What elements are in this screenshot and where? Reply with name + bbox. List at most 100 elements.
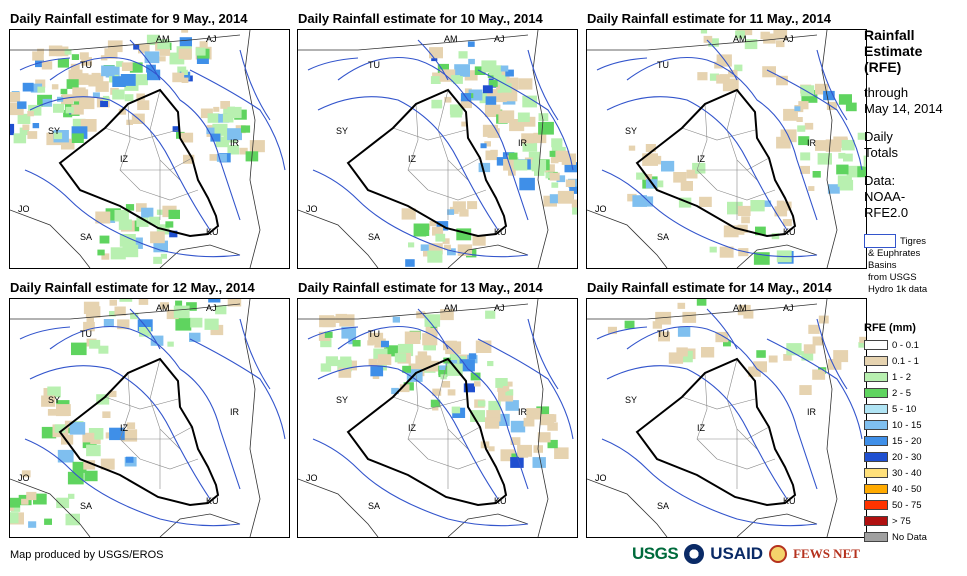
rainfall-cell: [147, 69, 161, 81]
rainfall-cell: [435, 233, 446, 242]
rainfall-cell: [510, 420, 526, 433]
legend-item: 50 - 75: [864, 499, 922, 511]
country-border: [587, 303, 818, 320]
rainfall-cell: [108, 390, 117, 398]
rainfall-cell: [500, 83, 512, 93]
rainfall-cell: [56, 46, 69, 57]
country-label: SA: [657, 501, 669, 511]
legend-swatch: [864, 356, 888, 366]
rainfall-cell: [838, 152, 846, 159]
rainfall-cell: [65, 106, 74, 114]
rainfall-cell: [41, 426, 57, 439]
rainfall-cell: [373, 348, 388, 360]
admin-boundary: [427, 189, 487, 201]
rainfall-cell: [750, 200, 765, 212]
country-label: SA: [80, 501, 92, 511]
rainfall-map-may-14: TU AM AJ SY IZ IR JO SA KU: [586, 298, 867, 538]
basin-line: Tigres: [900, 236, 927, 247]
legend-swatch: [864, 452, 888, 462]
country-label: AM: [733, 303, 747, 313]
country-border: [736, 513, 818, 537]
country-label: IR: [230, 407, 240, 417]
rainfall-cell: [95, 81, 109, 92]
map-svg: TU AM AJ SY IZ IR JO SA KU: [298, 299, 574, 537]
rainfall-cell: [801, 351, 814, 361]
rainfall-cell: [37, 86, 46, 93]
rainfall-cell: [173, 305, 190, 319]
rainfall-cell: [28, 521, 37, 528]
rainfall-cell: [517, 112, 530, 122]
basin-boundary: [417, 39, 559, 121]
country-label: IZ: [697, 154, 706, 164]
rainfall-cell: [424, 338, 432, 344]
rainfall-cell: [181, 77, 189, 83]
rainfall-cell: [28, 104, 42, 116]
rainfall-cell: [430, 399, 441, 408]
legend-item: 5 - 10: [864, 403, 916, 415]
rainfall-cell: [519, 177, 535, 191]
basin-line: from USGS: [868, 272, 917, 283]
legend-label: 50 - 75: [892, 499, 922, 511]
legend-item: 0.1 - 1: [864, 355, 919, 367]
title-line: Rainfall: [864, 27, 915, 43]
rainfall-cell: [209, 154, 218, 161]
country-label: SA: [657, 232, 669, 242]
rainfall-cell: [497, 384, 507, 392]
rainfall-cell: [368, 358, 378, 367]
rainfall-cell: [91, 72, 101, 81]
rainfall-cell: [547, 422, 558, 431]
rainfall-cell: [72, 461, 87, 473]
basin-line: Basins: [868, 260, 897, 271]
rainfall-cell: [556, 175, 566, 183]
admin-boundary: [696, 372, 718, 460]
rainfall-cell: [370, 366, 384, 377]
rainfall-cell: [858, 342, 866, 348]
rainfall-cell: [554, 447, 569, 459]
rainfall-cell: [65, 513, 80, 526]
rainfall-cell: [701, 347, 715, 358]
legend-label: 2 - 5: [892, 387, 912, 399]
rainfall-cell: [100, 458, 115, 470]
rainfall-cell: [737, 304, 751, 316]
rainfall-cell: [324, 331, 333, 338]
rainfall-cell: [98, 345, 109, 354]
country-label: TU: [80, 329, 92, 339]
data-source-line: NOAA-: [864, 189, 906, 204]
rainfall-cell: [521, 133, 534, 144]
rainfall-cell: [673, 172, 687, 183]
country-label: AJ: [206, 34, 217, 44]
rainfall-cell: [136, 217, 149, 227]
rainfall-cell: [561, 153, 576, 165]
rainfall-cell: [56, 497, 70, 509]
rainfall-cell: [427, 250, 443, 263]
country-border: [532, 30, 549, 268]
rainfall-cell: [431, 99, 443, 109]
basin-line: & Euphrates: [868, 248, 921, 259]
rainfall-cell: [53, 103, 65, 113]
rainfall-cell: [89, 339, 101, 349]
rainfall-cell: [572, 205, 577, 215]
country-label: AJ: [494, 34, 505, 44]
country-border: [298, 478, 379, 537]
rainfall-cell: [102, 95, 110, 101]
rainfall-cell: [716, 74, 728, 84]
rainfall-cell: [101, 65, 115, 77]
data-source-line: RFE2.0: [864, 205, 909, 220]
rainfall-map-may-12: TU AM AJ SY IZ IR JO SA KU: [9, 298, 290, 538]
rainfall-cell: [179, 71, 191, 81]
admin-boundary: [119, 103, 141, 191]
rainfall-cell: [508, 152, 518, 160]
rainfall-cell: [776, 200, 785, 207]
legend-swatch: [864, 436, 888, 446]
rainfall-cell: [61, 138, 75, 150]
rainfall-cell: [88, 428, 104, 440]
rainfall-cell: [544, 164, 555, 173]
legend-item: 20 - 30: [864, 451, 922, 463]
rainfall-cell: [753, 361, 767, 373]
rainfall-cell: [815, 83, 829, 95]
country-border: [244, 30, 261, 268]
rainfall-cell: [146, 64, 156, 73]
country-label: IR: [518, 138, 528, 148]
rainfall-cell: [109, 299, 117, 306]
rainfall-cell: [160, 302, 169, 310]
